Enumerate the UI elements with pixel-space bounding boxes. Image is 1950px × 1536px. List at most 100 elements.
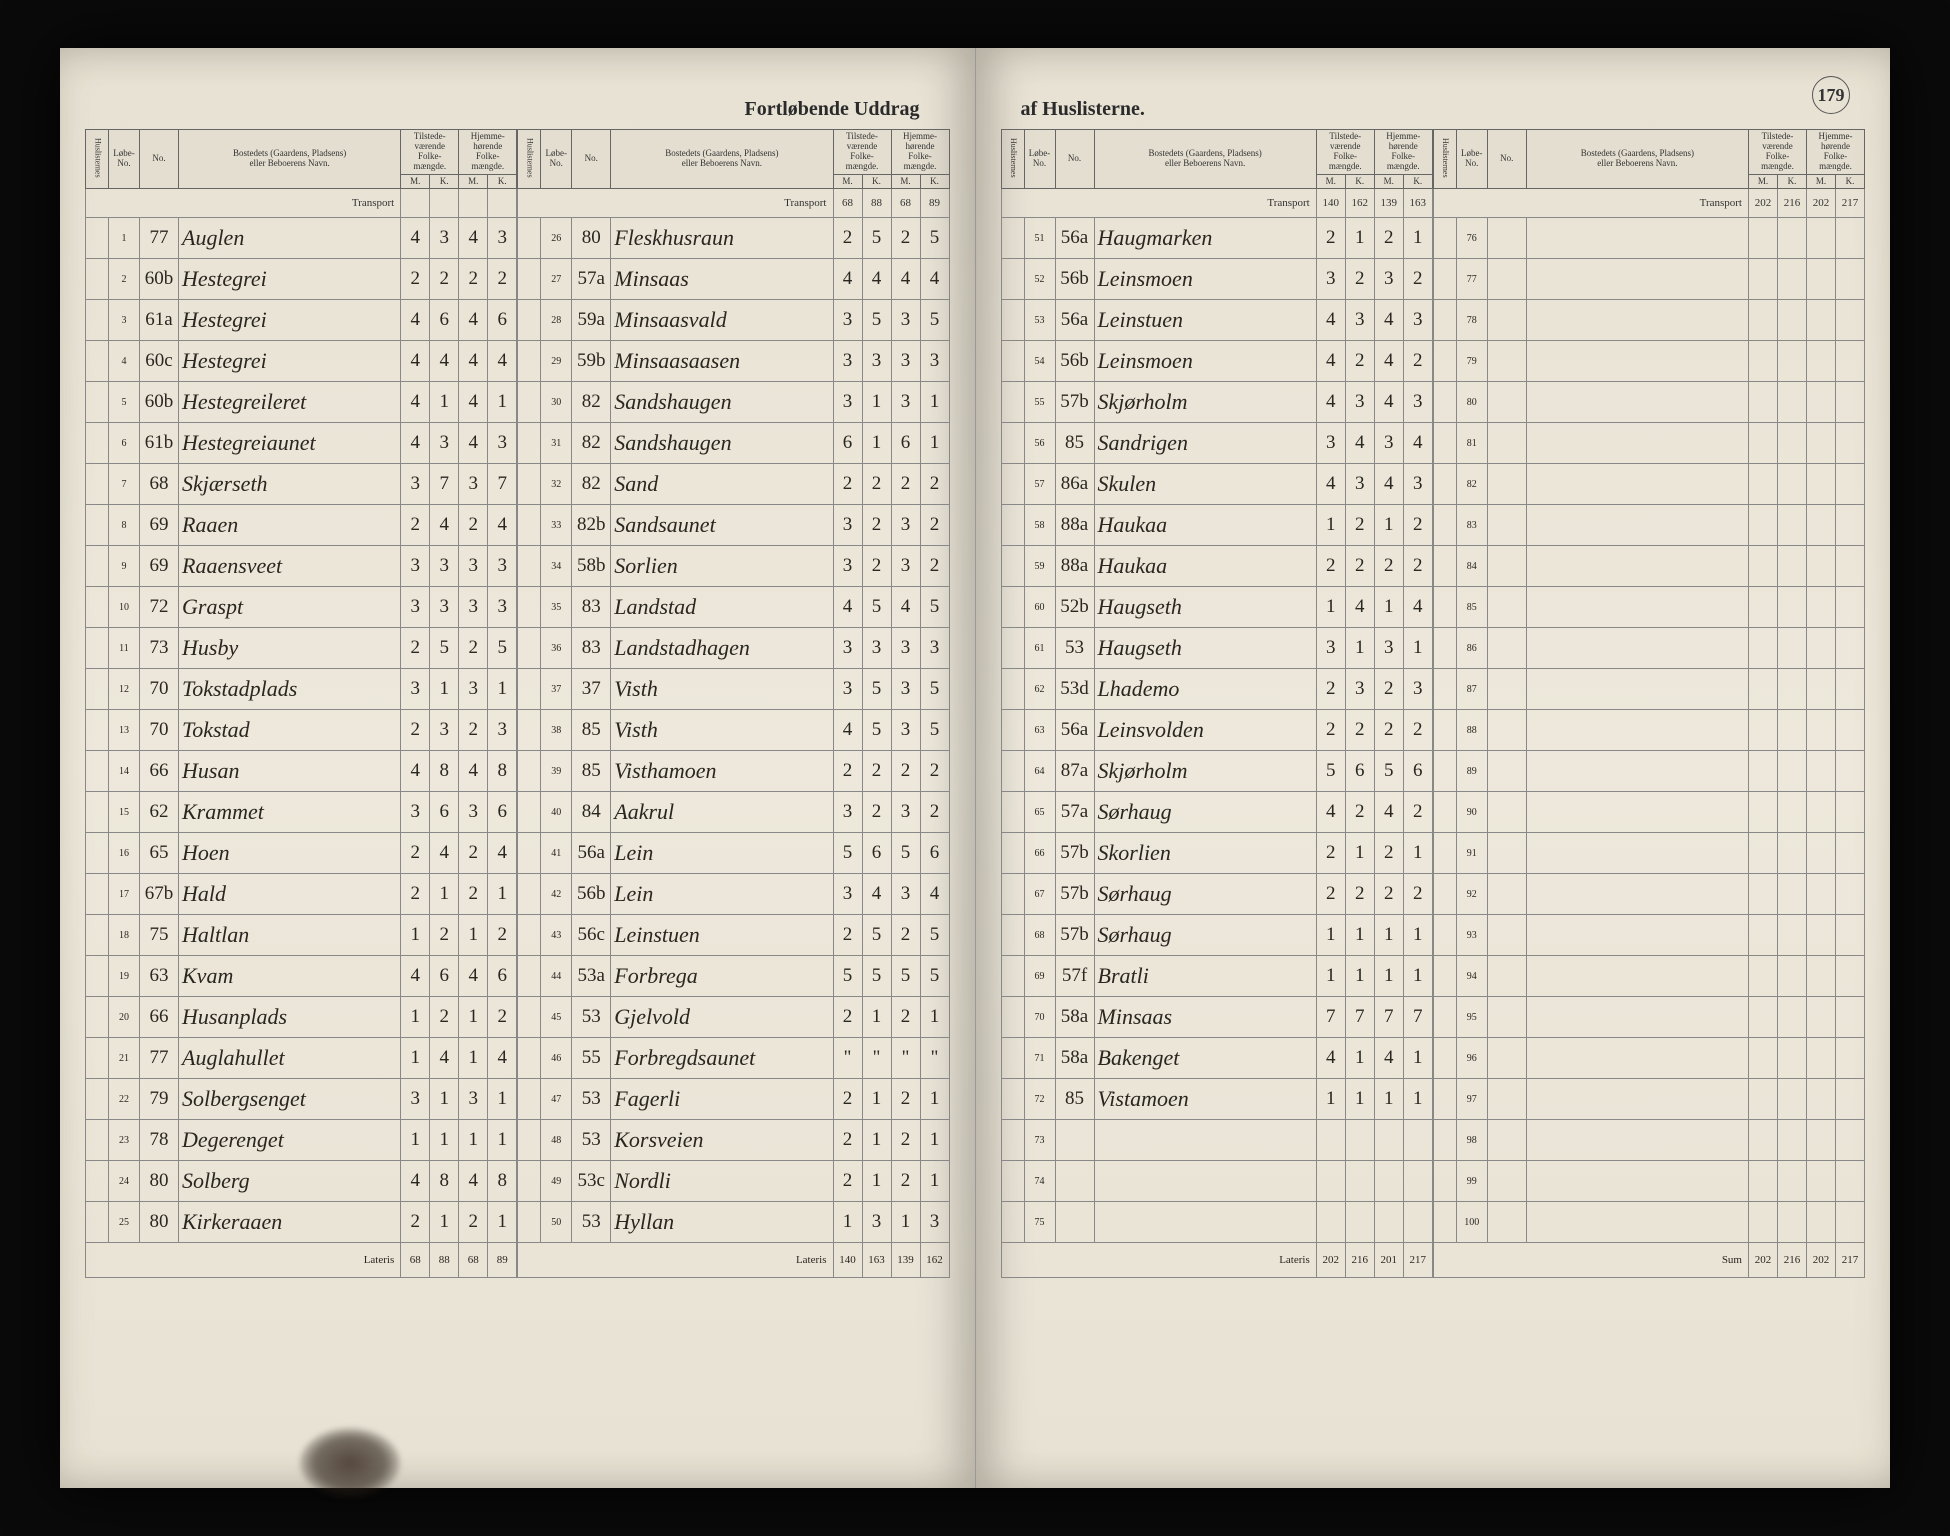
row-name xyxy=(1526,710,1748,751)
row-count: 4 xyxy=(1316,341,1345,382)
row-count xyxy=(1778,423,1807,464)
ledger-row: 460cHestegrei4444 xyxy=(86,341,517,382)
lateris-row: Sum202216202217 xyxy=(1433,1243,1864,1278)
row-no xyxy=(1487,218,1526,259)
row-name: Sorlien xyxy=(611,546,833,587)
row-name: Nordli xyxy=(611,1161,833,1202)
row-lobe: 87 xyxy=(1456,669,1487,710)
ledger-row: 1767bHald2121 xyxy=(86,874,517,915)
row-no: 56c xyxy=(572,915,611,956)
ledger-row: 4655Forbregdsaunet"""" xyxy=(518,1038,949,1079)
row-count: 2 xyxy=(891,218,920,259)
row-count: 2 xyxy=(1374,833,1403,874)
row-name: Leinstuen xyxy=(611,915,833,956)
row-count xyxy=(1749,1120,1778,1161)
row-count: 4 xyxy=(401,423,430,464)
row-count: 3 xyxy=(1316,628,1345,669)
row-count xyxy=(1807,382,1836,423)
row-count: 1 xyxy=(1345,833,1374,874)
row-count xyxy=(1807,505,1836,546)
ledger-row: 83 xyxy=(1433,505,1864,546)
row-count: 5 xyxy=(430,628,459,669)
row-lobe: 38 xyxy=(541,710,572,751)
row-lobe: 39 xyxy=(541,751,572,792)
row-no xyxy=(1487,751,1526,792)
left-page: Fortløbende Uddrag HuslisternesLøbe-No.N… xyxy=(60,48,976,1488)
row-no xyxy=(1487,628,1526,669)
row-count xyxy=(1749,751,1778,792)
row-count: 3 xyxy=(891,874,920,915)
ledger-row: 91 xyxy=(1433,833,1864,874)
row-count xyxy=(1836,546,1865,587)
row-count xyxy=(1316,1161,1345,1202)
row-count: 1 xyxy=(1374,915,1403,956)
row-count: 8 xyxy=(430,751,459,792)
row-name: Auglahullet xyxy=(179,1038,401,1079)
row-count: 3 xyxy=(1345,300,1374,341)
row-lobe: 20 xyxy=(109,997,140,1038)
ledger-row: 3282Sand2222 xyxy=(518,464,949,505)
row-lobe: 58 xyxy=(1024,505,1055,546)
row-name: Husan xyxy=(179,751,401,792)
row-count: 6 xyxy=(488,956,517,997)
row-no xyxy=(1487,546,1526,587)
row-lobe: 65 xyxy=(1024,792,1055,833)
ledger-row: 78 xyxy=(1433,300,1864,341)
row-count: 1 xyxy=(1345,218,1374,259)
row-count: 2 xyxy=(920,792,949,833)
row-count xyxy=(1807,464,1836,505)
row-count: 2 xyxy=(1316,874,1345,915)
row-count: 4 xyxy=(401,300,430,341)
row-name: Skjørholm xyxy=(1094,751,1316,792)
row-count: 2 xyxy=(862,546,891,587)
row-count: 5 xyxy=(1374,751,1403,792)
row-count: 3 xyxy=(401,464,430,505)
row-lobe: 89 xyxy=(1456,751,1487,792)
row-count: 4 xyxy=(459,423,488,464)
ledger-row: 3583Landstad4545 xyxy=(518,587,949,628)
row-count: 2 xyxy=(920,751,949,792)
row-count xyxy=(1403,1120,1432,1161)
row-count: 1 xyxy=(1345,1038,1374,1079)
ledger-row: 2480Solberg4848 xyxy=(86,1161,517,1202)
ledger-row: 6657bSkorlien2121 xyxy=(1001,833,1432,874)
row-count: 3 xyxy=(459,669,488,710)
row-name: Solbergsenget xyxy=(179,1079,401,1120)
ledger-row: 1370Tokstad2323 xyxy=(86,710,517,751)
row-count: 3 xyxy=(920,628,949,669)
row-name: Leinsvolden xyxy=(1094,710,1316,751)
row-count: 2 xyxy=(1316,710,1345,751)
ledger-row: 82 xyxy=(1433,464,1864,505)
row-count: 2 xyxy=(1403,710,1432,751)
row-count: 2 xyxy=(891,997,920,1038)
row-name xyxy=(1526,300,1748,341)
row-count: 4 xyxy=(920,259,949,300)
row-count: 4 xyxy=(1374,300,1403,341)
row-count xyxy=(1836,1038,1865,1079)
row-lobe: 94 xyxy=(1456,956,1487,997)
row-count xyxy=(1836,259,1865,300)
ledger-row: 1466Husan4848 xyxy=(86,751,517,792)
row-lobe: 60 xyxy=(1024,587,1055,628)
row-count: 4 xyxy=(430,505,459,546)
row-count xyxy=(1778,710,1807,751)
ledger-row: 2279Solbergsenget3131 xyxy=(86,1079,517,1120)
row-no: 58b xyxy=(572,546,611,587)
row-count: 3 xyxy=(862,628,891,669)
row-count: 1 xyxy=(1374,1079,1403,1120)
row-lobe: 82 xyxy=(1456,464,1487,505)
row-count xyxy=(1374,1202,1403,1243)
row-count xyxy=(1836,628,1865,669)
row-count xyxy=(1807,218,1836,259)
row-count: 5 xyxy=(920,915,949,956)
row-count: 1 xyxy=(1316,1079,1345,1120)
row-lobe: 19 xyxy=(109,956,140,997)
row-no: 59b xyxy=(572,341,611,382)
row-no: 56a xyxy=(572,833,611,874)
ledger-row: 5988aHaukaa2222 xyxy=(1001,546,1432,587)
row-count xyxy=(1807,300,1836,341)
ledger-row: 79 xyxy=(1433,341,1864,382)
row-lobe: 70 xyxy=(1024,997,1055,1038)
row-name xyxy=(1526,382,1748,423)
row-no: 69 xyxy=(140,546,179,587)
